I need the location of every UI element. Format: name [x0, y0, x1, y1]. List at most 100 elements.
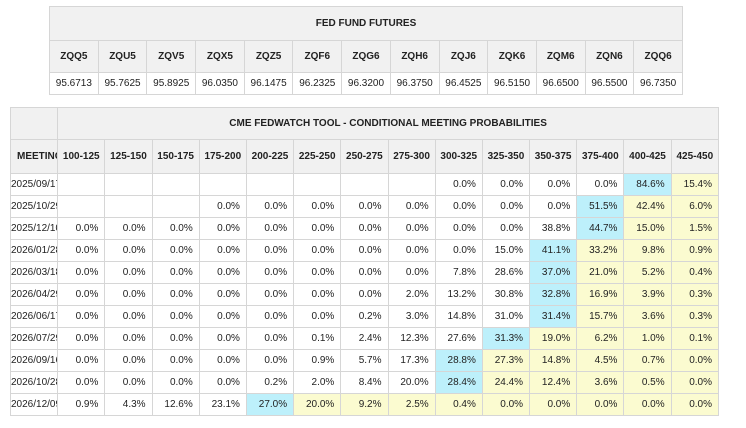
- futures-price: 96.0350: [195, 72, 245, 95]
- probability-cell: 0.0%: [57, 283, 106, 306]
- probability-cell: 12.4%: [529, 371, 578, 394]
- probability-cell: 0.0%: [245, 217, 295, 240]
- meeting-date: 2026/04/29: [9, 283, 59, 306]
- probability-cell: 44.7%: [576, 217, 625, 240]
- probability-cell: 31.0%: [481, 305, 531, 328]
- futures-symbol: ZQK6: [487, 40, 537, 73]
- probability-cell: 13.2%: [434, 283, 483, 306]
- probability-cell: 0.0%: [57, 261, 106, 284]
- table-row: 2026/03/18 0.0% 0.0% 0.0% 0.0% 0.0% 0.0% 0.0% 0.…: [9, 261, 720, 284]
- probability-cell: 0.2%: [245, 371, 295, 394]
- probability-cell: [104, 173, 153, 196]
- probability-cell: [151, 195, 200, 218]
- futures-price: 96.3750: [389, 72, 440, 95]
- probability-cell: 0.0%: [245, 305, 295, 328]
- rate-range-header: 325-350: [481, 139, 531, 174]
- probability-cell: 28.4%: [434, 371, 483, 394]
- probability-cell: 1.0%: [623, 327, 672, 350]
- probability-cell: 0.0%: [529, 195, 578, 218]
- probability-cell: 0.0%: [245, 283, 295, 306]
- probability-cell: 0.0%: [340, 239, 389, 262]
- table-row: 2026/10/28 0.0% 0.0% 0.0% 0.0% 0.2% 2.0% 8.4% 20…: [9, 371, 720, 394]
- table-row: 2025/12/10 0.0% 0.0% 0.0% 0.0% 0.0% 0.0% 0.0% 0.…: [9, 217, 720, 240]
- futures-symbol: ZQF6: [292, 40, 343, 73]
- probability-cell: 0.0%: [529, 393, 578, 416]
- probability-cell: 30.8%: [481, 283, 531, 306]
- probability-cell: 23.1%: [198, 393, 247, 416]
- probability-cell: 0.0%: [245, 195, 295, 218]
- futures-symbol: ZQQ6: [633, 40, 683, 73]
- probability-cell: 0.0%: [293, 305, 342, 328]
- probability-cell: [340, 173, 389, 196]
- futures-price: 96.7350: [633, 72, 683, 95]
- probability-cell: 0.0%: [340, 217, 389, 240]
- probability-cell: 9.8%: [623, 239, 672, 262]
- probability-cell: 21.0%: [576, 261, 625, 284]
- probability-cell: 0.0%: [198, 283, 247, 306]
- probability-cell: 0.0%: [340, 195, 389, 218]
- probability-cell: 0.0%: [434, 217, 483, 240]
- probability-cell: 0.0%: [57, 349, 106, 372]
- probability-cell: 3.6%: [576, 371, 625, 394]
- probability-cell: 9.2%: [340, 393, 389, 416]
- futures-symbol: ZQJ6: [438, 40, 489, 73]
- probability-cell: 0.0%: [670, 349, 720, 372]
- probability-cell: 0.0%: [198, 217, 247, 240]
- probability-cell: 0.1%: [293, 327, 342, 350]
- table-row: 2026/06/17 0.0% 0.0% 0.0% 0.0% 0.0% 0.0% 0.2% 3.…: [9, 305, 720, 328]
- futures-price: 95.7625: [97, 72, 148, 95]
- probability-cell: 0.0%: [434, 195, 483, 218]
- probability-cell: 0.0%: [104, 327, 153, 350]
- probability-cell: [293, 173, 342, 196]
- probability-cell: 0.0%: [481, 195, 531, 218]
- probability-cell: 14.8%: [529, 349, 578, 372]
- meeting-date: 2026/09/16: [9, 349, 59, 372]
- probability-cell: 0.0%: [623, 393, 672, 416]
- probability-cell: 3.6%: [623, 305, 672, 328]
- probability-cell: 38.8%: [529, 217, 578, 240]
- futures-price: 96.6500: [535, 72, 586, 95]
- meeting-date: 2025/09/17: [9, 173, 59, 196]
- table-row: 2026/07/29 0.0% 0.0% 0.0% 0.0% 0.0% 0.1% 2.4% 12…: [9, 327, 720, 350]
- probability-cell: 28.6%: [481, 261, 531, 284]
- probability-cell: 0.0%: [387, 239, 436, 262]
- probability-cell: 0.0%: [57, 305, 106, 328]
- table-row: 2025/09/17 0.0% 0.0% 0.0% 0.0% 84.6% 15.4%: [9, 173, 720, 196]
- futures-symbol: ZQN6: [584, 40, 635, 73]
- probability-cell: 0.0%: [198, 261, 247, 284]
- probability-cell: 0.0%: [104, 261, 153, 284]
- probability-cell: 28.8%: [434, 349, 483, 372]
- probability-cell: 84.6%: [623, 173, 672, 196]
- futures-symbol: ZQH6: [389, 40, 440, 73]
- probability-cell: 0.9%: [670, 239, 720, 262]
- table-corner: [9, 107, 59, 140]
- probability-cell: 0.3%: [670, 305, 720, 328]
- probability-cell: 14.8%: [434, 305, 483, 328]
- rate-range-header: 100-125: [57, 139, 106, 174]
- fedwatch-probabilities-table: CME FEDWATCH TOOL - CONDITIONAL MEETING …: [9, 107, 720, 416]
- futures-symbol: ZQZ5: [243, 40, 294, 73]
- probability-cell: 0.0%: [57, 327, 106, 350]
- probability-cell: 7.8%: [434, 261, 483, 284]
- probability-cell: 31.4%: [529, 305, 578, 328]
- probability-cell: 0.0%: [576, 393, 625, 416]
- probability-cell: 0.0%: [198, 349, 247, 372]
- table-row: 2026/01/28 0.0% 0.0% 0.0% 0.0% 0.0% 0.0% 0.0% 0.…: [9, 239, 720, 262]
- futures-price: 96.1475: [243, 72, 294, 95]
- probability-cell: 0.0%: [670, 371, 720, 394]
- futures-title: FED FUND FUTURES: [49, 6, 683, 41]
- rate-range-header: 300-325: [434, 139, 483, 174]
- probability-cell: 15.4%: [670, 173, 720, 196]
- table-row: 2026/09/16 0.0% 0.0% 0.0% 0.0% 0.0% 0.9% 5.7% 17…: [9, 349, 720, 372]
- rate-range-header: 275-300: [387, 139, 436, 174]
- probability-cell: 0.0%: [293, 283, 342, 306]
- meeting-date: 2026/07/29: [9, 327, 59, 350]
- probability-cell: 0.0%: [245, 261, 295, 284]
- meeting-date-header: MEETING DATE: [9, 139, 59, 174]
- probability-cell: 2.4%: [340, 327, 389, 350]
- probability-cell: 4.3%: [104, 393, 153, 416]
- probability-cell: 4.5%: [576, 349, 625, 372]
- probability-cell: 37.0%: [529, 261, 578, 284]
- probability-cell: 0.7%: [623, 349, 672, 372]
- probability-cell: 0.0%: [245, 239, 295, 262]
